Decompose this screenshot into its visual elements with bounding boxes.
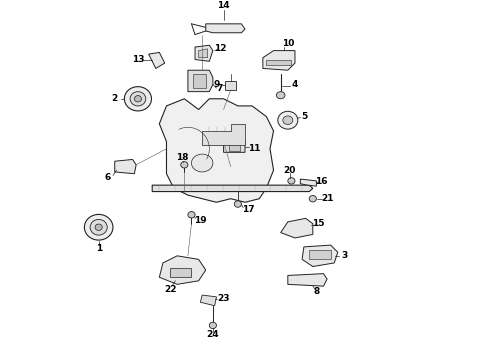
Ellipse shape [309, 195, 317, 202]
Polygon shape [200, 295, 217, 306]
Polygon shape [225, 81, 236, 90]
Polygon shape [193, 74, 206, 88]
Text: 10: 10 [282, 39, 294, 48]
Text: 23: 23 [218, 294, 230, 303]
Polygon shape [195, 45, 213, 61]
Text: 12: 12 [214, 44, 226, 53]
Text: 18: 18 [176, 153, 189, 162]
Polygon shape [267, 59, 292, 65]
Ellipse shape [130, 92, 146, 106]
Text: 5: 5 [301, 112, 307, 121]
Polygon shape [148, 53, 165, 68]
Text: 9: 9 [213, 80, 220, 89]
Text: 14: 14 [217, 1, 230, 10]
Ellipse shape [209, 322, 217, 329]
Ellipse shape [188, 212, 195, 218]
Polygon shape [223, 138, 245, 152]
Text: 20: 20 [283, 166, 296, 175]
Polygon shape [263, 51, 295, 70]
Polygon shape [300, 179, 317, 186]
Polygon shape [202, 124, 245, 145]
Ellipse shape [192, 154, 213, 172]
Text: 8: 8 [313, 287, 319, 296]
Polygon shape [170, 268, 192, 277]
Text: 1: 1 [96, 244, 102, 253]
Polygon shape [115, 159, 136, 174]
Text: 16: 16 [316, 177, 328, 186]
Ellipse shape [276, 92, 285, 99]
Text: 15: 15 [312, 219, 324, 228]
Polygon shape [281, 218, 313, 238]
Polygon shape [198, 49, 208, 58]
Polygon shape [229, 143, 240, 150]
Text: 21: 21 [321, 194, 333, 203]
Polygon shape [152, 185, 313, 192]
Text: 22: 22 [164, 285, 176, 294]
Polygon shape [206, 24, 245, 33]
Text: 24: 24 [207, 330, 219, 339]
Polygon shape [188, 70, 213, 92]
Text: 11: 11 [247, 144, 260, 153]
Ellipse shape [278, 111, 298, 129]
Ellipse shape [124, 87, 151, 111]
Ellipse shape [95, 224, 102, 230]
Ellipse shape [234, 201, 242, 207]
Polygon shape [159, 256, 206, 284]
Polygon shape [309, 251, 331, 259]
Text: 3: 3 [342, 251, 348, 260]
Text: 13: 13 [132, 55, 144, 64]
Ellipse shape [134, 95, 142, 102]
Ellipse shape [288, 177, 295, 184]
Text: 6: 6 [104, 173, 111, 182]
Ellipse shape [84, 215, 113, 240]
Ellipse shape [283, 116, 293, 125]
Polygon shape [302, 245, 338, 266]
Text: 4: 4 [292, 80, 298, 89]
Text: 2: 2 [112, 94, 118, 103]
Ellipse shape [181, 162, 188, 168]
Polygon shape [159, 99, 273, 202]
Ellipse shape [90, 219, 107, 235]
Text: 19: 19 [194, 216, 207, 225]
Text: 17: 17 [242, 205, 255, 214]
Text: 7: 7 [217, 84, 223, 93]
Polygon shape [288, 274, 327, 286]
